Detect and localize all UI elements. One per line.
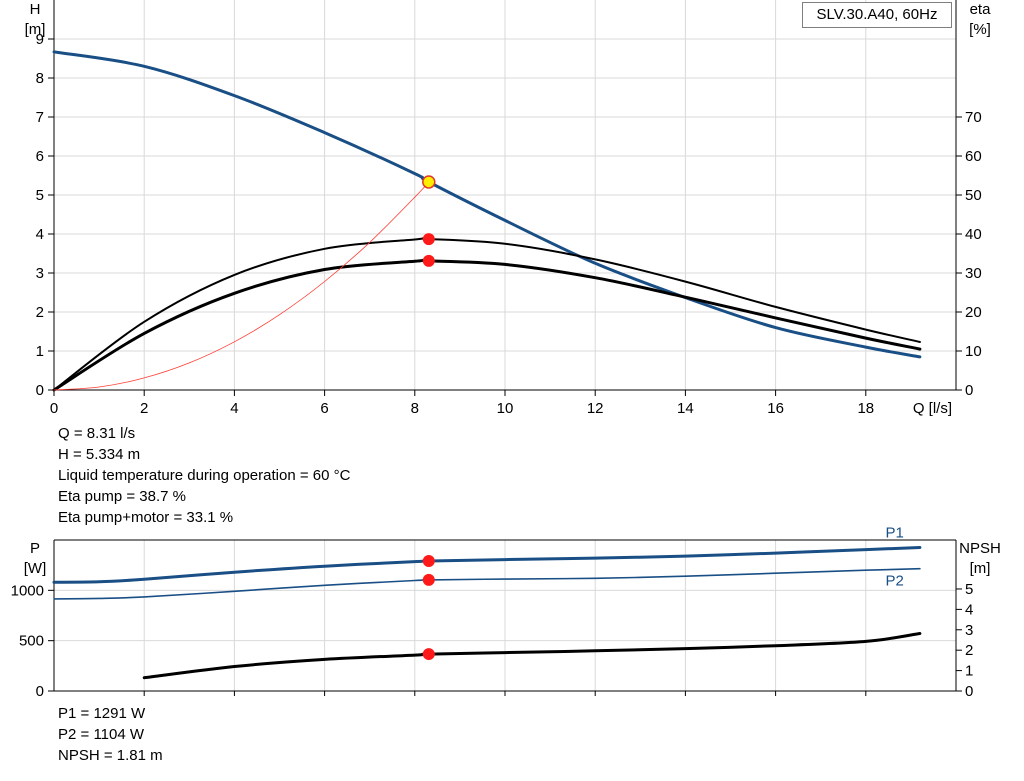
info-eta-pump-motor: Eta pump+motor = 33.1 %	[58, 509, 234, 526]
head-operating-point-marker	[422, 254, 435, 267]
series-label-p2: P2	[886, 573, 904, 590]
head-series-line-0	[52, 50, 922, 359]
x-tick-label: 16	[767, 400, 784, 417]
head-series-line-2	[52, 258, 922, 392]
head-right-tick-label: 40	[965, 226, 982, 243]
power-right-tick-label: 5	[965, 581, 973, 598]
chart-title: SLV.30.A40, 60Hz	[816, 6, 938, 23]
head-right-tick-label: 0	[965, 382, 973, 399]
head-left-tick-label: 0	[36, 382, 44, 399]
x-tick-label: 8	[411, 400, 419, 417]
power-left-tick-label: 1000	[11, 582, 44, 599]
power-left-tick-label: 0	[36, 683, 44, 700]
info-p1: P1 = 1291 W	[58, 705, 146, 722]
head-right-tick-label: 70	[965, 109, 982, 126]
head-right-axis-title: eta	[970, 1, 992, 18]
head-left-axis-title: H	[30, 1, 41, 18]
power-right-tick-label: 2	[965, 642, 973, 659]
info-p2: P2 = 1104 W	[58, 726, 145, 743]
power-right-tick-label: 0	[965, 683, 973, 700]
power-left-axis-title: P	[30, 540, 40, 557]
head-right-tick-label: 20	[965, 304, 982, 321]
x-tick-label: 18	[857, 400, 874, 417]
info-flow: Q = 8.31 l/s	[58, 425, 136, 442]
head-left-tick-label: 6	[36, 148, 44, 165]
chart-title-box: SLV.30.A40, 60Hz	[802, 2, 952, 28]
power-right-tick-label: 4	[965, 601, 973, 618]
x-tick-label: 6	[320, 400, 328, 417]
head-left-axis-unit: [m]	[25, 21, 46, 38]
head-right-tick-label: 10	[965, 343, 982, 360]
info-eta-pump: Eta pump = 38.7 %	[58, 488, 186, 505]
power-operating-point-marker	[422, 573, 435, 586]
head-right-tick-label: 50	[965, 187, 982, 204]
head-left-tick-label: 2	[36, 304, 44, 321]
head-right-tick-label: 60	[965, 148, 982, 165]
power-right-axis-unit: [m]	[970, 560, 991, 577]
power-series-line-0	[52, 546, 922, 584]
x-tick-label: 10	[497, 400, 514, 417]
head-left-tick-label: 1	[36, 343, 44, 360]
head-left-tick-label: 8	[36, 70, 44, 87]
head-series-line-3	[53, 181, 430, 391]
x-tick-label: 14	[677, 400, 694, 417]
head-left-tick-label: 4	[36, 226, 44, 243]
power-info: P1 = 1291 W P2 = 1104 W NPSH = 1.81 m	[58, 703, 163, 766]
head-right-axis-unit: [%]	[969, 21, 991, 38]
series-label-p1: P1	[886, 525, 904, 542]
power-left-tick-label: 500	[19, 633, 44, 650]
power-operating-point-marker	[422, 555, 435, 568]
info-liquid-temperature: Liquid temperature during operation = 60…	[58, 467, 351, 484]
power-left-axis-unit: [W]	[24, 560, 47, 577]
power-series-line-2	[142, 632, 922, 680]
power-right-tick-label: 1	[965, 663, 973, 680]
power-right-tick-label: 3	[965, 622, 973, 639]
head-left-tick-label: 3	[36, 265, 44, 282]
duty-point-marker	[422, 175, 436, 189]
head-left-tick-label: 5	[36, 187, 44, 204]
x-tick-label: 0	[50, 400, 58, 417]
x-tick-label: 4	[230, 400, 238, 417]
x-axis-label: Q [l/s]	[913, 400, 952, 417]
head-series-line-1	[53, 237, 921, 391]
x-tick-label: 12	[587, 400, 604, 417]
head-operating-point-marker	[422, 233, 435, 246]
x-tick-label: 2	[140, 400, 148, 417]
head-left-tick-label: 7	[36, 109, 44, 126]
power-series-line-1	[53, 567, 921, 600]
power-operating-point-marker	[422, 648, 435, 661]
info-npsh: NPSH = 1.81 m	[58, 747, 163, 764]
head-left-tick-label: 9	[36, 31, 44, 48]
info-head: H = 5.334 m	[58, 446, 141, 463]
power-right-axis-title: NPSH	[959, 540, 1001, 557]
head-right-tick-label: 30	[965, 265, 982, 282]
operating-point-info: Q = 8.31 l/s H = 5.334 m Liquid temperat…	[58, 423, 350, 528]
